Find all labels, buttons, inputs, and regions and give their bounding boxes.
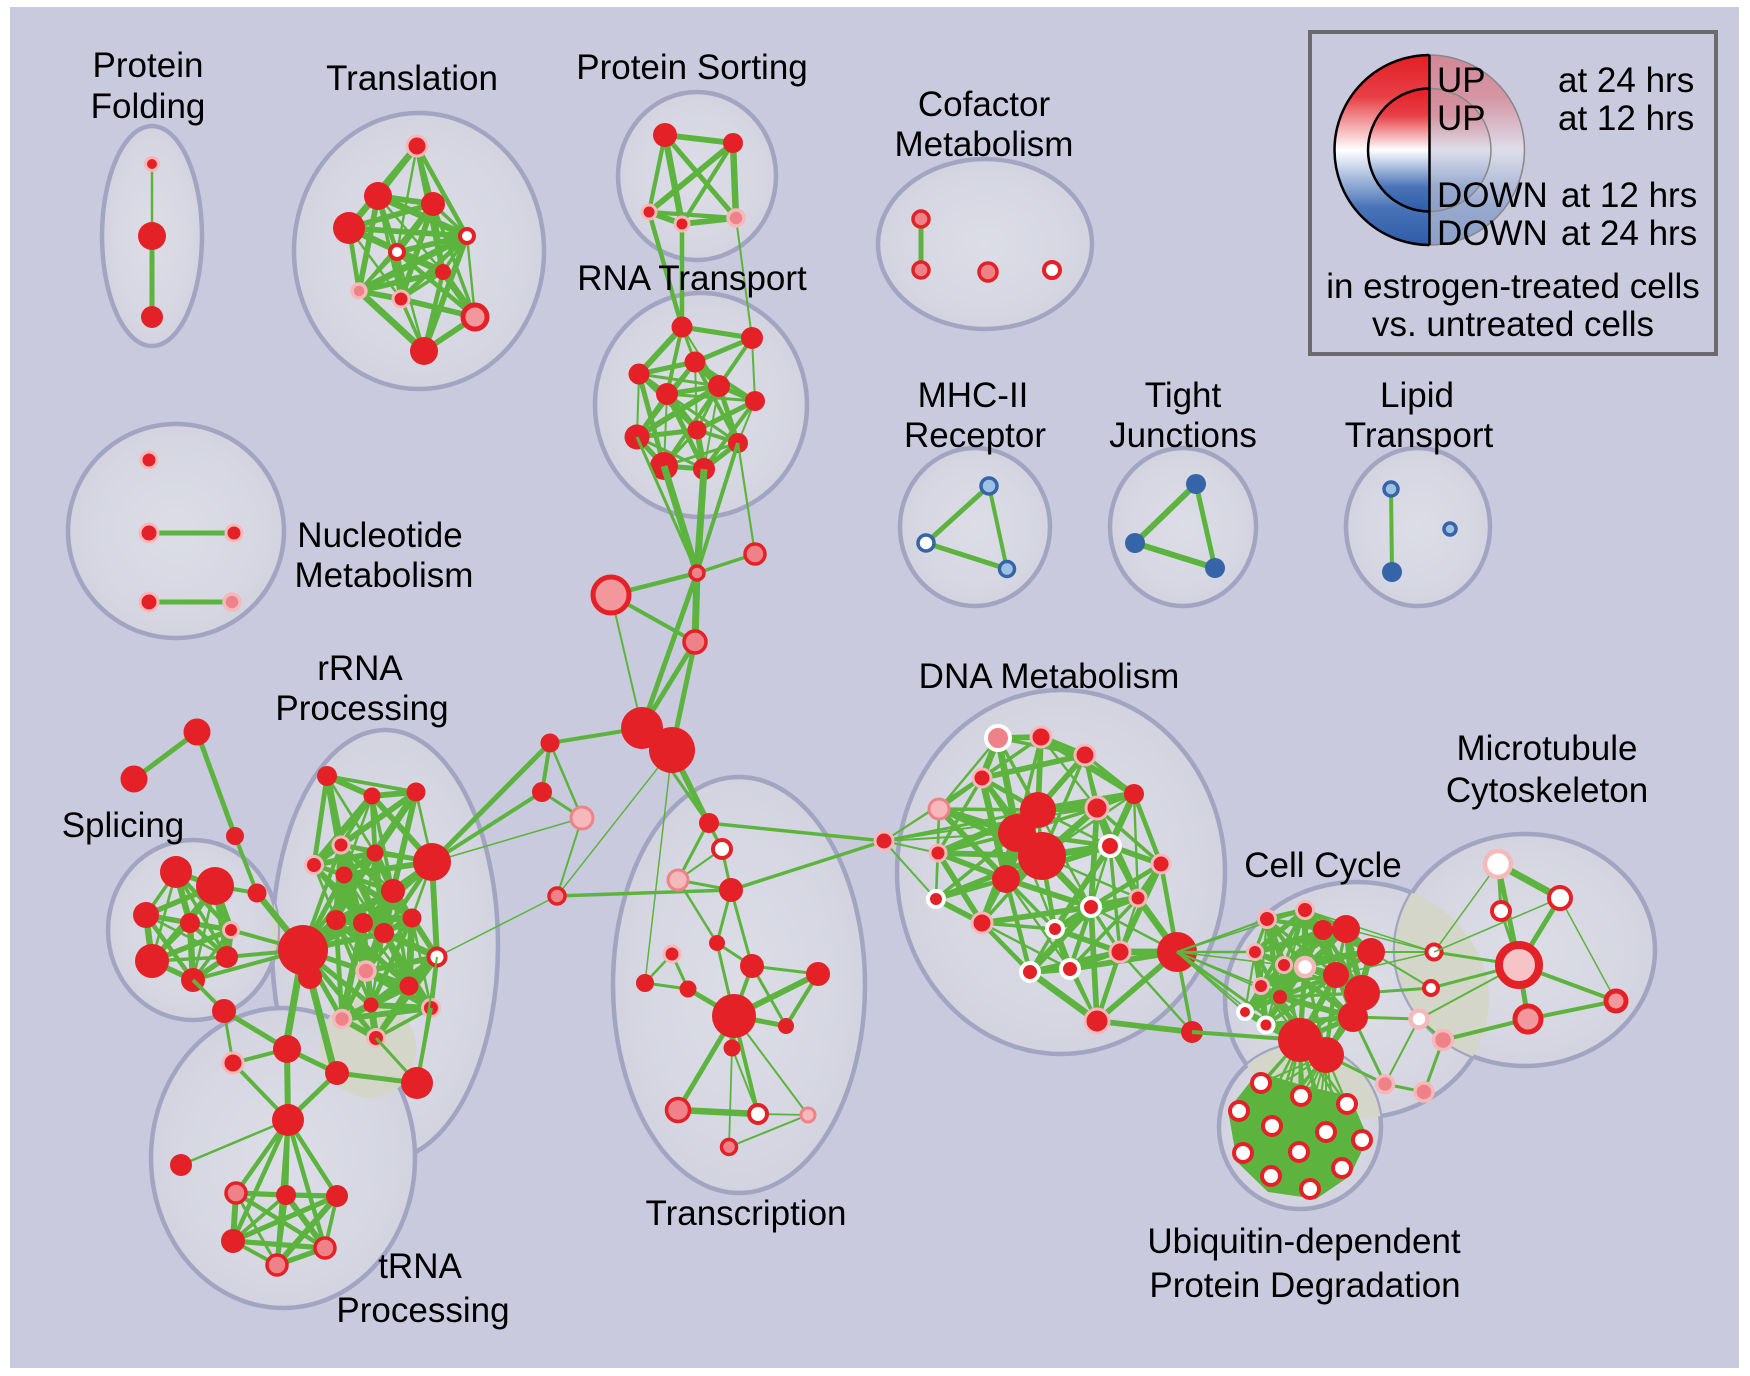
svg-text:Lipid: Lipid [1380, 376, 1454, 415]
svg-text:in estrogen-treated cells: in estrogen-treated cells [1326, 267, 1700, 306]
svg-text:Receptor: Receptor [904, 416, 1046, 455]
svg-text:Translation: Translation [326, 59, 498, 98]
svg-text:RNA Transport: RNA Transport [577, 259, 807, 298]
svg-text:DNA Metabolism: DNA Metabolism [919, 657, 1180, 696]
svg-text:Microtubule: Microtubule [1457, 729, 1638, 768]
svg-text:MHC-II: MHC-II [918, 376, 1029, 415]
svg-text:at 12 hrs: at 12 hrs [1561, 176, 1697, 215]
svg-text:vs. untreated cells: vs. untreated cells [1372, 305, 1654, 344]
svg-text:Nucleotide: Nucleotide [297, 516, 462, 555]
svg-text:Transcription: Transcription [646, 1194, 847, 1233]
svg-text:Metabolism: Metabolism [295, 556, 474, 595]
svg-text:tRNA: tRNA [378, 1247, 462, 1286]
svg-text:at 24 hrs: at 24 hrs [1561, 214, 1697, 253]
svg-text:Processing: Processing [336, 1291, 509, 1330]
svg-text:Protein Degradation: Protein Degradation [1149, 1266, 1460, 1305]
svg-text:DOWN: DOWN [1437, 214, 1548, 253]
svg-text:UP: UP [1437, 61, 1486, 100]
svg-text:Ubiquitin-dependent: Ubiquitin-dependent [1147, 1222, 1461, 1261]
svg-text:Protein Sorting: Protein Sorting [576, 48, 808, 87]
svg-text:rRNA: rRNA [317, 649, 403, 688]
svg-text:DOWN: DOWN [1437, 176, 1548, 215]
svg-text:Metabolism: Metabolism [895, 125, 1074, 164]
svg-text:Cytoskeleton: Cytoskeleton [1446, 771, 1648, 810]
svg-text:Splicing: Splicing [62, 806, 185, 845]
svg-text:Junctions: Junctions [1109, 416, 1257, 455]
svg-text:at 24 hrs: at 24 hrs [1558, 61, 1694, 100]
svg-text:Processing: Processing [275, 689, 448, 728]
svg-text:Transport: Transport [1345, 416, 1494, 455]
svg-text:Protein: Protein [93, 46, 204, 85]
svg-text:Folding: Folding [91, 87, 206, 126]
svg-text:Tight: Tight [1145, 376, 1222, 415]
svg-text:Cell Cycle: Cell Cycle [1244, 846, 1402, 885]
svg-text:at 12 hrs: at 12 hrs [1558, 99, 1694, 138]
svg-text:UP: UP [1437, 99, 1486, 138]
svg-text:Cofactor: Cofactor [918, 85, 1051, 124]
